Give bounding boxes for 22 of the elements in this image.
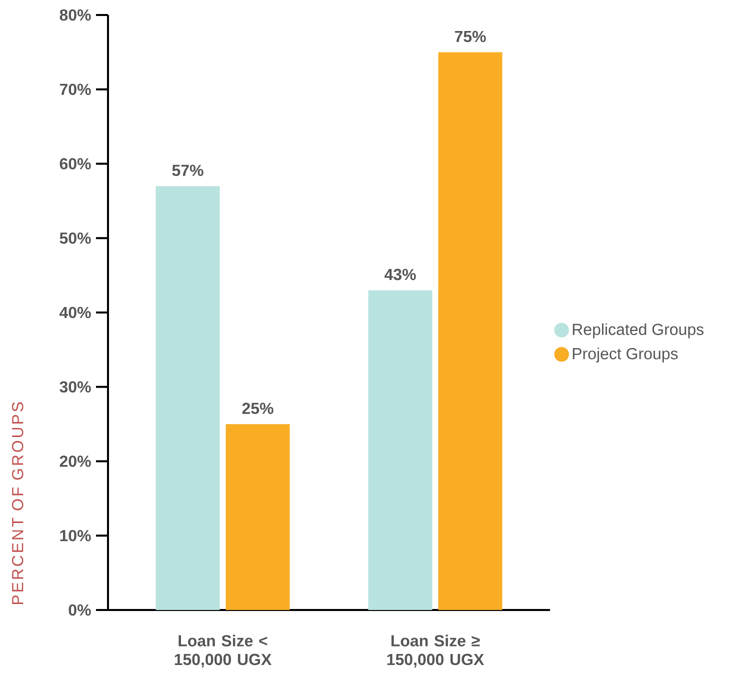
y-tick-label: 70% [60,84,91,96]
data-label: 75% [454,30,486,42]
x-tick-label: Loan Size ≥ 150,000 UGX [387,634,484,668]
y-tick-label: 60% [60,158,91,170]
y-tick-label: 30% [60,381,91,393]
bar [226,424,290,610]
bar [438,52,502,610]
y-tick-label: 80% [60,9,91,21]
y-tick-label: 20% [60,456,91,467]
data-label: 57% [172,164,204,176]
y-tick-label: 0% [68,604,91,616]
y-axis-title: PERCENT OF GROUPS [12,402,24,604]
y-tick-label: 50% [60,232,91,244]
y-tick-label: 40% [60,306,91,318]
legend-label: Replicated Groups [572,323,704,338]
bar [368,290,432,610]
bar [156,186,220,610]
data-label: 43% [384,268,416,280]
data-label: 25% [242,402,274,414]
x-tick-label: Loan Size < 150,000 UGX [174,634,272,668]
y-tick-label: 10% [60,530,91,542]
legend-label: Project Groups [572,348,678,363]
